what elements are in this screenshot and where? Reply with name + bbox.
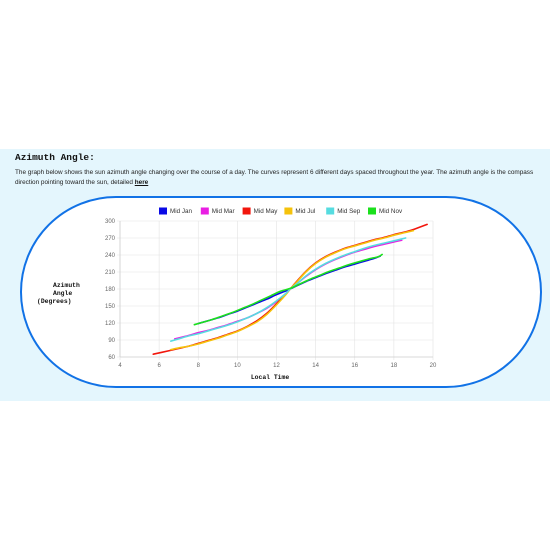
section-description: The graph below shows the sun azimuth an… — [15, 168, 540, 188]
y-tick-label: 180 — [105, 287, 116, 293]
details-link[interactable]: here — [134, 179, 149, 186]
legend-label-mid-jul[interactable]: Mid Jul — [295, 208, 315, 215]
chart-grid — [117, 220, 434, 360]
x-tick-label: 12 — [273, 363, 280, 369]
legend-label-mid-nov[interactable]: Mid Nov — [379, 208, 403, 215]
y-tick-label: 210 — [105, 270, 116, 276]
chart-legend: Mid Jan Mid Mar Mid May Mid Jul Mid Sep Mid N… — [159, 207, 403, 215]
y-axis-label-line-1: Azimuth — [53, 282, 80, 289]
legend-label-mid-sep[interactable]: Mid Sep — [337, 208, 361, 215]
legend-swatch-mid-mar — [200, 207, 209, 215]
x-tick-label: 4 — [118, 363, 122, 369]
y-tick-label: 90 — [108, 338, 115, 344]
description-text: The graph below shows the sun azimuth an… — [15, 169, 534, 186]
x-axis-label: Local Time — [251, 374, 290, 381]
chart-series — [152, 223, 428, 355]
legend-swatch-mid-nov — [368, 207, 376, 215]
legend-label-mid-jan[interactable]: Mid Jan — [170, 208, 193, 215]
x-tick-label: 14 — [312, 363, 319, 369]
legend-swatch-mid-sep — [326, 207, 335, 215]
y-tick-label: 240 — [105, 253, 116, 259]
y-tick-label: 270 — [105, 236, 116, 242]
x-tick-label: 20 — [430, 363, 437, 369]
y-tick-label: 150 — [105, 304, 116, 310]
chart-axes: 4 6 8 10 12 14 16 18 20 60 90 120 150 180 210 240 270 300 — [105, 219, 437, 369]
y-tick-label: 300 — [105, 219, 116, 225]
legend-label-mid-mar[interactable]: Mid Mar — [212, 208, 235, 215]
y-axis-label-line-3: (Degrees) — [37, 298, 72, 305]
y-tick-label: 60 — [108, 355, 115, 361]
x-tick-label: 8 — [197, 363, 201, 369]
series-line-mid-sep — [170, 237, 407, 342]
x-tick-label: 16 — [351, 363, 358, 369]
legend-swatch-mid-may — [242, 207, 251, 215]
legend-swatch-mid-jan — [159, 207, 167, 215]
legend-swatch-mid-jul — [284, 207, 293, 215]
legend-label-mid-may[interactable]: Mid May — [254, 208, 279, 215]
x-tick-label: 6 — [157, 363, 161, 369]
y-tick-label: 120 — [105, 321, 116, 327]
x-tick-label: 18 — [391, 363, 398, 369]
y-axis-label-line-2: Angle — [53, 290, 72, 297]
x-tick-label: 10 — [234, 363, 241, 369]
section-title: Azimuth Angle: — [15, 152, 95, 163]
series-line-mid-nov — [193, 253, 383, 326]
